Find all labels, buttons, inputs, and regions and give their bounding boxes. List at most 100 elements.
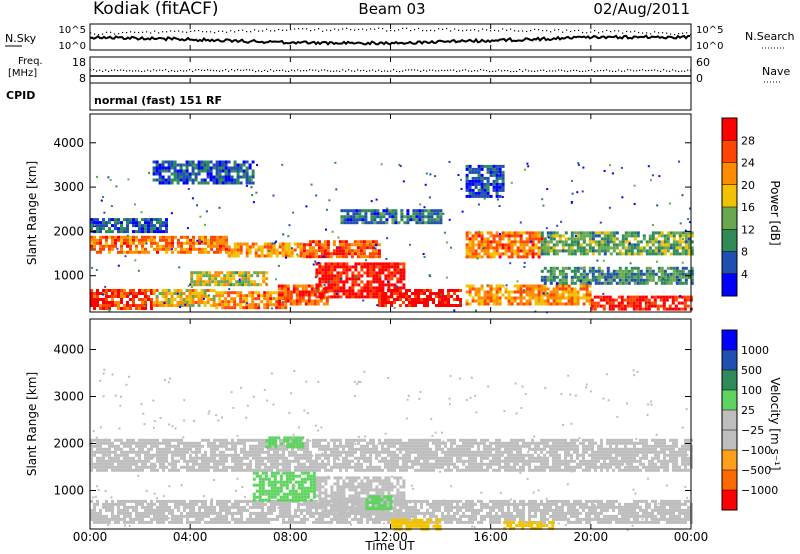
scatter-cell [101, 293, 104, 296]
scatter-cell [681, 246, 685, 250]
scatter-cell [609, 246, 613, 250]
scatter-cell [684, 278, 688, 282]
scatter-cell [558, 278, 562, 282]
scatter-cell [91, 248, 94, 250]
scatter-cell [435, 292, 438, 295]
scatter-cell [636, 278, 640, 282]
scatter-cell [167, 304, 171, 307]
scatter-cell [414, 511, 417, 515]
scatter-cell [558, 287, 562, 291]
scatter-cell [368, 255, 372, 259]
scatter-cell [620, 295, 624, 299]
scatter-cell [385, 212, 389, 216]
scatter-cell [387, 280, 389, 283]
scatter-cell [251, 303, 255, 307]
scatter-cell [555, 266, 559, 270]
scatter-cell [401, 214, 404, 217]
scatter-cell [591, 246, 595, 250]
scatter-cell [285, 505, 288, 509]
scatter-cell [483, 191, 487, 195]
scatter-cell [495, 167, 499, 171]
scatter-cell [498, 240, 502, 244]
scatter-cell [93, 502, 96, 506]
scatter-cell [447, 517, 450, 521]
scatter-cell [602, 292, 605, 295]
scatter-cell [543, 508, 546, 512]
range-tick-label: 4000 [53, 136, 84, 150]
scatter-cell [339, 265, 343, 269]
scatter-cell [687, 514, 690, 518]
scatter-cell [593, 301, 597, 305]
scatter-cell [370, 218, 374, 222]
scatter-cell [227, 166, 231, 170]
scatter-cell [412, 209, 416, 213]
scatter-cell [648, 249, 652, 253]
scatter-cell [322, 302, 326, 306]
nave-dot [462, 69, 464, 71]
scatter-cell [287, 254, 291, 258]
scatter-cell [213, 517, 216, 521]
scatter-cell [475, 309, 477, 312]
scatter-cell [621, 196, 624, 199]
scatter-cell [690, 231, 694, 235]
scatter-cell [93, 444, 96, 448]
scatter-cell [561, 302, 565, 306]
scatter-cell [483, 514, 486, 518]
scatter-cell [624, 249, 628, 253]
scatter-cell [207, 241, 210, 245]
scatter-cell [352, 209, 356, 213]
scatter-cell [144, 520, 147, 524]
scatter-cell [567, 237, 571, 241]
scatter-cell [588, 231, 592, 235]
scatter-cell [495, 299, 499, 303]
scatter-cell [364, 212, 368, 216]
scatter-cell [96, 298, 99, 301]
scatter-cell [144, 230, 147, 234]
scatter-cell [185, 178, 189, 182]
scatter-cell [336, 265, 340, 269]
scatter-cell [480, 188, 484, 192]
scatter-cell [245, 306, 249, 310]
scatter-cell [243, 499, 246, 503]
scatter-cell [441, 517, 444, 521]
scatter-cell [651, 272, 655, 276]
scatter-cell [191, 166, 195, 170]
scatter-cell [177, 505, 180, 509]
noise-search-dot [566, 29, 568, 31]
scatter-cell [447, 511, 450, 515]
scatter-cell [366, 286, 370, 290]
nave-dot [297, 69, 299, 71]
scatter-cell [213, 511, 216, 515]
scatter-cell [221, 300, 225, 304]
scatter-cell [93, 247, 96, 251]
scatter-cell [179, 301, 183, 304]
noise-search-dot [138, 31, 140, 34]
scatter-cell [292, 211, 295, 214]
scatter-cell [486, 176, 490, 180]
scatter-cell [684, 499, 687, 503]
scatter-cell [597, 272, 601, 276]
scatter-cell [486, 296, 490, 300]
scatter-cell [477, 240, 481, 244]
scatter-cell [465, 299, 469, 303]
scatter-cell [158, 166, 162, 170]
scatter-cell [90, 508, 93, 512]
scatter-cell [269, 297, 273, 301]
scatter-cell [180, 502, 183, 506]
scatter-cell [390, 301, 393, 304]
scatter-cell [203, 301, 207, 304]
scatter-cell [549, 296, 553, 300]
scatter-cell [495, 243, 499, 247]
scatter-cell [215, 303, 219, 307]
scatter-cell [504, 514, 507, 518]
scatter-cell [155, 160, 159, 164]
scatter-cell [402, 292, 406, 296]
scatter-cell [465, 167, 469, 171]
scatter-cell [161, 160, 165, 164]
scatter-cell [295, 287, 299, 291]
scatter-cell [657, 234, 661, 238]
scatter-cell [376, 221, 380, 225]
scatter-cell [301, 296, 305, 300]
scatter-cell [117, 514, 120, 518]
noise-search-dot [642, 32, 644, 34]
